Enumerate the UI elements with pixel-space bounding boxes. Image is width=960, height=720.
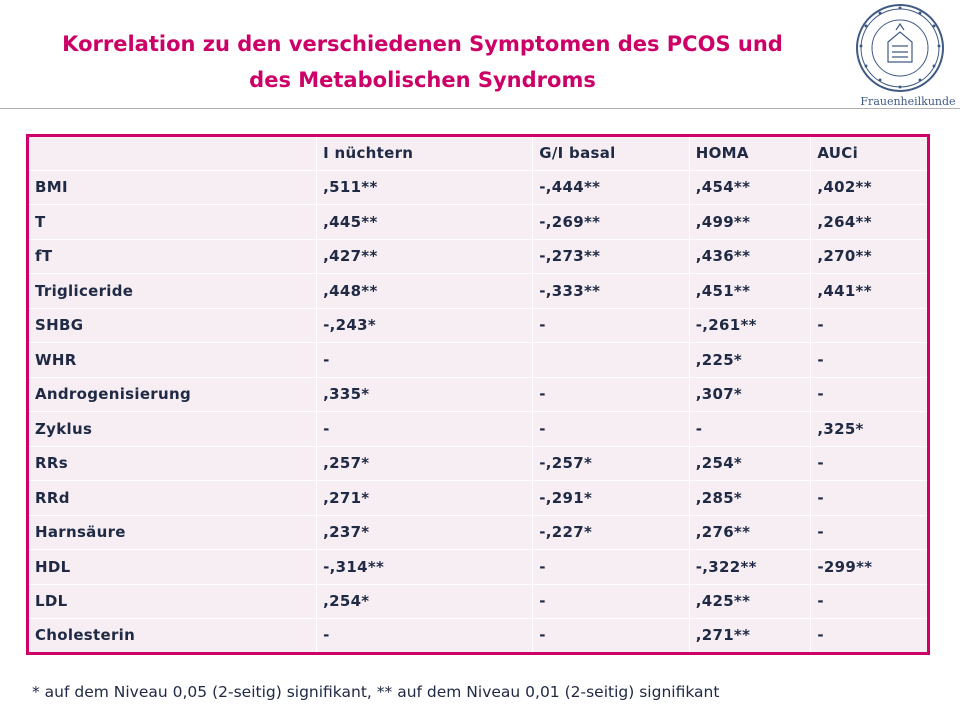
table-row: HDL -,314** - -,322** -299** (26, 549, 929, 585)
table-row: RRs ,257* -,257* ,254* - (26, 445, 929, 481)
table-cell: ,271** (688, 618, 812, 654)
row-label: RRs (26, 445, 318, 481)
table-cell: ,427** (316, 238, 534, 274)
table-cell: - (810, 342, 929, 378)
table-cell: - (316, 342, 534, 378)
table-cell: -,333** (532, 273, 690, 309)
table-row: Cholesterin - - ,271** - (26, 618, 929, 654)
table-cell: ,335* (316, 376, 534, 412)
table-cell: -,273** (532, 238, 690, 274)
table-cell: ,325* (810, 411, 929, 447)
table-cell: ,454** (688, 169, 812, 205)
row-label: Harnsäure (26, 514, 318, 550)
table-header-row: I nüchtern G/I basal HOMA AUCi (26, 135, 929, 171)
row-label: LDL (26, 583, 318, 619)
header-divider (0, 108, 960, 109)
table-row: T ,445** -,269** ,499** ,264** (26, 204, 929, 240)
correlation-table: I nüchtern G/I basal HOMA AUCi BMI ,511** -,44… (26, 134, 930, 655)
table-cell: - (810, 583, 929, 619)
table-cell: -299** (810, 549, 929, 585)
table-cell: ,276** (688, 514, 812, 550)
table-cell: -,314** (316, 549, 534, 585)
table-cell: - (532, 411, 690, 447)
row-label: fT (26, 238, 318, 274)
table-cell: ,257* (316, 445, 534, 481)
table-row: RRd ,271* -,291* ,285* - (26, 480, 929, 516)
table-cell: ,254* (688, 445, 812, 481)
title-line-1: Korrelation zu den verschiedenen Symptom… (62, 32, 783, 56)
table-cell: - (316, 411, 534, 447)
row-label: RRd (26, 480, 318, 516)
column-header (26, 135, 318, 171)
table-cell: - (532, 549, 690, 585)
table-cell: ,254* (316, 583, 534, 619)
row-label: SHBG (26, 307, 318, 343)
table-cell: -,269** (532, 204, 690, 240)
table-row: SHBG -,243* - -,261** - (26, 307, 929, 343)
table-cell: ,448** (316, 273, 534, 309)
column-header: G/I basal (532, 135, 690, 171)
row-label: WHR (26, 342, 318, 378)
table-cell: - (810, 480, 929, 516)
table-cell: - (532, 618, 690, 654)
table-row: Harnsäure ,237* -,227* ,276** - (26, 514, 929, 550)
table-cell: ,237* (316, 514, 534, 550)
table-cell: -,227* (532, 514, 690, 550)
table-cell: ,441** (810, 273, 929, 309)
table-cell: ,436** (688, 238, 812, 274)
row-label: Androgenisierung (26, 376, 318, 412)
table-cell: -,444** (532, 169, 690, 205)
table-cell: -,261** (688, 307, 812, 343)
table-row: BMI ,511** -,444** ,454** ,402** (26, 169, 929, 205)
slide-title: Korrelation zu den verschiedenen Symptom… (0, 26, 845, 98)
table-row: fT ,427** -,273** ,436** ,270** (26, 238, 929, 274)
table-cell: -,322** (688, 549, 812, 585)
row-label: Zyklus (26, 411, 318, 447)
table-cell: ,270** (810, 238, 929, 274)
table-cell: - (810, 618, 929, 654)
table-cell: - (532, 376, 690, 412)
title-line-2: des Metabolischen Syndroms (249, 68, 596, 92)
column-header: HOMA (688, 135, 812, 171)
table-cell: -,257* (532, 445, 690, 481)
table-cell: - (810, 376, 929, 412)
row-label: HDL (26, 549, 318, 585)
table-cell: ,402** (810, 169, 929, 205)
row-label: BMI (26, 169, 318, 205)
row-label: Cholesterin (26, 618, 318, 654)
table-cell: - (316, 618, 534, 654)
table-cell: - (532, 583, 690, 619)
table-cell: ,271* (316, 480, 534, 516)
table-cell: - (810, 445, 929, 481)
table-row: Trigliceride ,448** -,333** ,451** ,441** (26, 273, 929, 309)
table-cell: ,451** (688, 273, 812, 309)
table-cell: ,425** (688, 583, 812, 619)
row-label: T (26, 204, 318, 240)
table-cell: - (688, 411, 812, 447)
table-cell: ,445** (316, 204, 534, 240)
table-row: LDL ,254* - ,425** - (26, 583, 929, 619)
table-cell: ,511** (316, 169, 534, 205)
table-cell: ,285* (688, 480, 812, 516)
significance-footnote: * auf dem Niveau 0,05 (2-seitig) signifi… (32, 683, 720, 701)
table-cell: ,307* (688, 376, 812, 412)
university-seal-logo (856, 4, 944, 92)
table-cell: - (532, 307, 690, 343)
table-cell: - (810, 307, 929, 343)
table-row: WHR - ,225* - (26, 342, 929, 378)
table-cell: ,499** (688, 204, 812, 240)
table-cell: -,243* (316, 307, 534, 343)
table-row: Androgenisierung ,335* - ,307* - (26, 376, 929, 412)
table-row: Zyklus - - - ,325* (26, 411, 929, 447)
table-cell: - (810, 514, 929, 550)
table-cell: ,225* (688, 342, 812, 378)
column-header: I nüchtern (316, 135, 534, 171)
table-cell (532, 342, 690, 378)
table-cell: -,291* (532, 480, 690, 516)
column-header: AUCi (810, 135, 929, 171)
table-cell: ,264** (810, 204, 929, 240)
logo-caption: Frauenheilkunde (860, 95, 956, 108)
row-label: Trigliceride (26, 273, 318, 309)
